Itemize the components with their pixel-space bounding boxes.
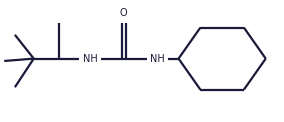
Text: O: O: [120, 8, 128, 18]
Text: NH: NH: [83, 54, 97, 64]
Text: NH: NH: [150, 54, 165, 64]
